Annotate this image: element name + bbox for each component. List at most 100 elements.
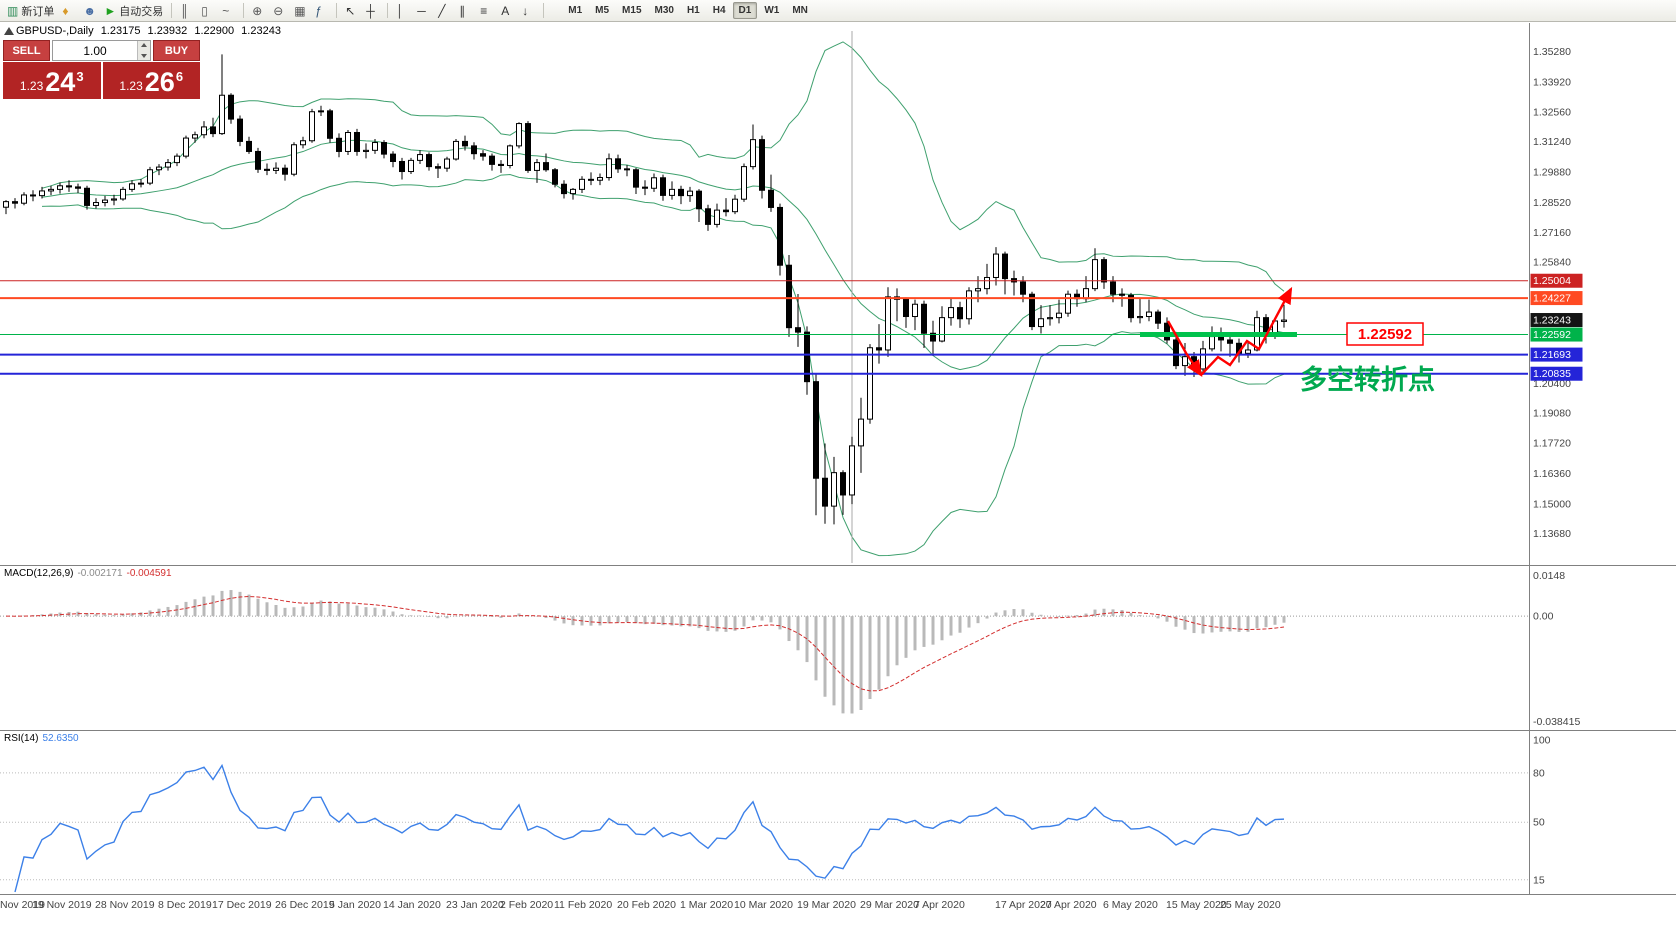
bollinger-upper-band[interactable] <box>41 41 1285 292</box>
autotrading-button[interactable]: ► 自动交易 <box>100 1 167 20</box>
rsi-axis-label: 100 <box>1533 735 1551 747</box>
time-axis[interactable]: Nov 2019 19 Nov 2019 28 Nov 2019 8 Dec 2019… <box>0 895 1676 917</box>
sound-alert-icon: ♦ <box>62 3 69 18</box>
zoom-in-button[interactable]: ⊕ <box>248 1 269 20</box>
date-axis-label: 19 Nov 2019 <box>32 899 92 911</box>
horizontal-line-button[interactable]: ─ <box>413 1 434 20</box>
price-axis-label: 1.20400 <box>1533 378 1571 390</box>
fibonacci-button[interactable]: ≡ <box>476 1 497 20</box>
timeframe-m5-button[interactable]: M5 <box>595 5 610 16</box>
tile-windows-icon: ▦ <box>294 3 306 18</box>
date-axis-label: 5 Jan 2020 <box>329 899 381 911</box>
bar-chart-icon: ║ <box>180 3 189 18</box>
date-axis-label: 19 Mar 2020 <box>797 899 856 911</box>
price-axis-label: 1.13680 <box>1533 528 1571 540</box>
date-axis-label: Nov 2019 <box>0 899 45 911</box>
candlestick-series <box>3 54 1287 525</box>
date-axis-label: 1 Mar 2020 <box>680 899 734 911</box>
line-chart-button[interactable]: ~ <box>218 1 239 20</box>
crosshair-button[interactable]: ┼ <box>362 1 383 20</box>
toolbar-separator <box>387 3 389 18</box>
timeframe-h4-button[interactable]: H4 <box>712 5 726 16</box>
timeframe-m1-button[interactable]: M1 <box>568 5 583 16</box>
text-button[interactable]: A <box>497 1 518 20</box>
volume-increase-button[interactable] <box>138 41 150 51</box>
price-axis-label: 1.17720 <box>1533 438 1571 450</box>
bollinger-middle-band[interactable] <box>41 139 1285 371</box>
horizontal-line-icon: ─ <box>417 3 426 18</box>
new-order-button[interactable]: ▥ 新订单 <box>3 1 58 20</box>
sell-price-pip: 3 <box>76 69 84 84</box>
timeframe-buttons-group: M1 M5 M15 M30 H1 H4 D1 W1 MN <box>562 0 814 21</box>
zoom-in-icon: ⊕ <box>252 3 263 18</box>
date-axis-label: 29 Mar 2020 <box>860 899 919 911</box>
timeframe-d1-button[interactable]: D1 <box>732 2 758 19</box>
price-axis-label: 1.35280 <box>1533 46 1571 58</box>
price-axis-badge-text: 1.23243 <box>1533 315 1571 327</box>
cursor-button[interactable]: ↖ <box>341 1 362 20</box>
date-axis-label: 6 May 2020 <box>1103 899 1158 911</box>
macd-axis-label: -0.038415 <box>1533 716 1580 728</box>
profile-button[interactable]: ☻ <box>79 1 100 20</box>
crosshair-icon: ┼ <box>366 3 375 18</box>
timeframe-w1-button[interactable]: W1 <box>764 5 780 16</box>
arrows-button[interactable]: ↓ <box>518 1 539 20</box>
date-axis-label: 20 Feb 2020 <box>617 899 676 911</box>
sell-button[interactable]: SELL <box>3 40 50 61</box>
volume-field <box>52 40 151 61</box>
bollinger-lower-band[interactable] <box>41 174 1285 557</box>
sell-price-button[interactable]: 1.23 24 3 <box>3 62 101 99</box>
timeframe-m30-button[interactable]: M30 <box>654 5 674 16</box>
turning-point-annotation[interactable]: 多空转折点 <box>1300 364 1435 395</box>
macd-axis-label: 0.00 <box>1533 611 1554 623</box>
low-value: 1.22900 <box>194 25 235 37</box>
indicators-button[interactable]: ƒ <box>311 1 332 20</box>
trend-arrow-down[interactable] <box>1166 320 1203 377</box>
price-axis-badge <box>1530 347 1583 362</box>
rsi-axis-label: 50 <box>1533 817 1545 829</box>
vertical-line-button[interactable]: │ <box>392 1 413 20</box>
date-axis-label: 7 Apr 2020 <box>914 899 965 911</box>
tile-windows-button[interactable]: ▦ <box>290 1 311 20</box>
equidistant-channel-button[interactable]: ∥ <box>455 1 476 20</box>
price-axis-badge <box>1530 366 1583 381</box>
sound-alert-button[interactable]: ♦ <box>58 1 79 20</box>
bar-chart-button[interactable]: ║ <box>176 1 197 20</box>
trend-arrow-up[interactable] <box>1200 286 1293 376</box>
price-axis-badge <box>1530 273 1583 288</box>
indicators-icon: ƒ <box>315 3 322 18</box>
buy-price-button[interactable]: 1.23 26 6 <box>102 62 200 99</box>
volume-input[interactable] <box>53 41 137 60</box>
rsi-line <box>14 763 1285 893</box>
date-axis-label: 26 Dec 2019 <box>275 899 335 911</box>
date-axis-label: 14 Jan 2020 <box>383 899 441 911</box>
price-axis-label: 1.16360 <box>1533 468 1571 480</box>
price-axis-label: 1.19080 <box>1533 407 1571 419</box>
rsi-pane[interactable]: 100 80 50 15 <box>0 730 1676 895</box>
timeframe-h1-button[interactable]: H1 <box>686 5 700 16</box>
text-icon: A <box>501 3 510 18</box>
macd-pane[interactable]: 0.0148 0.00 -0.038415 <box>0 565 1676 730</box>
timeframe-m15-button[interactable]: M15 <box>622 5 642 16</box>
price-axis-badge-text: 1.21693 <box>1533 349 1571 361</box>
price-chart-pane[interactable]: 1.22592 多空转折点 1.35280 1.33920 1.32560 1.31240… <box>0 23 1676 565</box>
buy-button[interactable]: BUY <box>153 40 200 61</box>
date-axis-label: 15 May 2020 <box>1166 899 1227 911</box>
macd-main-value: -0.002171 <box>77 568 123 579</box>
new-order-label: 新订单 <box>21 5 55 18</box>
volume-decrease-button[interactable] <box>138 50 150 60</box>
macd-signal-line <box>5 596 1285 692</box>
timeframe-mn-button[interactable]: MN <box>792 5 808 16</box>
price-note-box[interactable] <box>1346 322 1424 346</box>
one-click-collapse-icon[interactable] <box>4 27 14 35</box>
price-axis-label: 1.31240 <box>1533 136 1571 148</box>
date-axis-label: 25 May 2020 <box>1220 899 1281 911</box>
zoom-out-button[interactable]: ⊖ <box>269 1 290 20</box>
rsi-value: 52.6350 <box>42 733 79 744</box>
price-axis-label: 1.33920 <box>1533 76 1571 88</box>
chart-ohlc-header: GBPUSD-,Daily 1.23175 1.23932 1.22900 1.… <box>16 25 285 37</box>
candlestick-chart-button[interactable]: ▯ <box>197 1 218 20</box>
trendline-button[interactable]: ╱ <box>434 1 455 20</box>
macd-axis-label: 0.0148 <box>1533 570 1565 582</box>
